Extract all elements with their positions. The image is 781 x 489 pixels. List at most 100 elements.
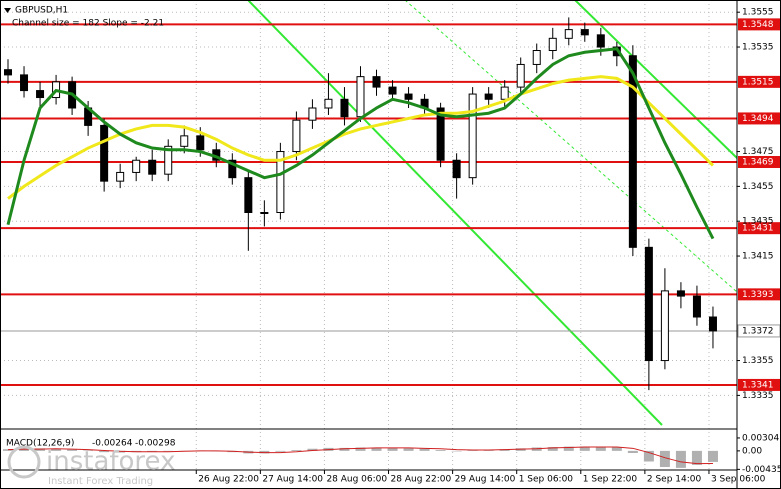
candle-body — [516, 63, 525, 88]
y-tick-label: 1.3415 — [742, 252, 774, 262]
y-tick-label: 1.3435 — [742, 217, 774, 227]
macd-label: MACD(12,26,9) — [6, 439, 74, 449]
candle-body — [692, 295, 701, 318]
macd-panel: 0.00304 0.00 -0.00435 — [3, 433, 781, 475]
macd-signal-line — [7, 446, 713, 465]
candle-body — [244, 177, 253, 214]
level-label: 1.3341 — [742, 380, 774, 390]
macd-bar — [675, 450, 686, 468]
macd-bar — [371, 447, 382, 451]
level-label: 1.3431 — [742, 224, 774, 234]
x-tick-label: 3 Sep 06:00 — [711, 475, 766, 485]
chart-subtitle: Channel size = 182 Slope = -2.21 — [12, 19, 164, 29]
macd-bar — [403, 448, 414, 451]
x-tick-label: 1 Sep 22:00 — [583, 475, 638, 485]
candle-body — [452, 159, 461, 179]
current-price-label: 1.3372 — [742, 326, 774, 336]
candle-body — [4, 69, 13, 76]
macd-bar — [627, 450, 638, 453]
candle-body — [548, 37, 557, 52]
macd-main: -0.00264 — [92, 439, 133, 449]
x-tick-label: 28 Aug 22:00 — [391, 475, 452, 485]
level-tag — [738, 75, 780, 88]
macd-bar — [307, 448, 318, 451]
x-tick-label: 27 Aug 14:00 — [262, 475, 323, 485]
level-tag — [738, 222, 780, 235]
watermark: instaforex Instant Forex Trading — [7, 445, 175, 487]
candle-body — [148, 159, 157, 175]
candle-body — [292, 119, 301, 153]
moving-averages — [6, 47, 715, 240]
levels: 1.3548 1.3515 1.3494 1.3469 1.3431 1.3393 1.33… — [0, 18, 781, 391]
y-tick-label: 1.3475 — [742, 147, 774, 157]
macd-bar — [83, 450, 94, 451]
candle-body — [436, 107, 445, 161]
candle-body — [100, 124, 109, 182]
candle-body — [404, 93, 413, 100]
macd-bar — [387, 447, 398, 451]
level-label: 1.3494 — [742, 114, 774, 124]
channel-line — [247, 0, 663, 426]
macd-bar — [563, 446, 574, 451]
candle-body — [596, 34, 605, 48]
candle-body — [276, 151, 285, 213]
macd-bar — [291, 450, 302, 451]
candle-body — [340, 98, 349, 118]
candle-body — [708, 316, 717, 332]
level-label: 1.3393 — [742, 290, 774, 300]
y-tick-label: 1.3455 — [742, 182, 774, 192]
macd-bar — [643, 450, 654, 462]
macd-bar — [275, 450, 286, 452]
candle-body — [196, 135, 205, 151]
y-tick-label: 1.3335 — [742, 391, 774, 401]
level-tag — [738, 288, 780, 301]
candle-body — [500, 86, 509, 100]
macd-bar — [691, 450, 702, 465]
candle-body — [580, 29, 589, 36]
y-tick-label: 1.3535 — [742, 43, 774, 53]
x-tick-label: 26 Aug 22:00 — [198, 475, 259, 485]
moving-average — [6, 47, 715, 240]
candle-body — [308, 107, 317, 121]
candle-body — [132, 159, 141, 173]
macd-bar — [435, 450, 446, 451]
x-tick-label: 28 Aug 06:00 — [326, 475, 387, 485]
macd-tick-label: 0.00 — [742, 446, 762, 456]
channel-line — [574, 0, 738, 159]
y-tick-label: 1.3555 — [742, 8, 774, 18]
level-tag — [738, 378, 780, 391]
candle-body — [388, 86, 397, 95]
grid — [0, 0, 737, 470]
x-tick-label: 2 Sep 14:00 — [647, 475, 702, 485]
candle-body — [228, 159, 237, 179]
symbol-menu-arrow — [4, 8, 11, 13]
candle-body — [260, 212, 269, 214]
macd-bar — [419, 448, 430, 451]
candle-body — [20, 74, 29, 92]
watermark-logo — [7, 445, 41, 479]
candle-body — [180, 135, 189, 147]
macd-bar — [339, 447, 350, 451]
candle-body — [36, 90, 45, 99]
macd-bar — [579, 446, 590, 451]
candle-body — [356, 76, 365, 118]
candle-body — [532, 50, 541, 65]
macd-bar — [163, 450, 174, 452]
macd-bar — [67, 449, 78, 451]
macd-bar — [547, 447, 558, 451]
chart-title: GBPUSD,H1 — [15, 6, 68, 16]
channel-midline — [404, 0, 738, 293]
level-label: 1.3515 — [742, 77, 774, 87]
candle-body — [644, 246, 653, 362]
macd-bar — [707, 450, 718, 462]
level-label: 1.3548 — [742, 20, 774, 30]
level-label: 1.3469 — [742, 157, 774, 167]
x-tick-label: 29 Aug 14:00 — [455, 475, 516, 485]
candle-body — [468, 93, 477, 179]
macd-bar — [611, 447, 622, 451]
macd-bar — [595, 447, 606, 451]
level-tag — [738, 18, 780, 31]
